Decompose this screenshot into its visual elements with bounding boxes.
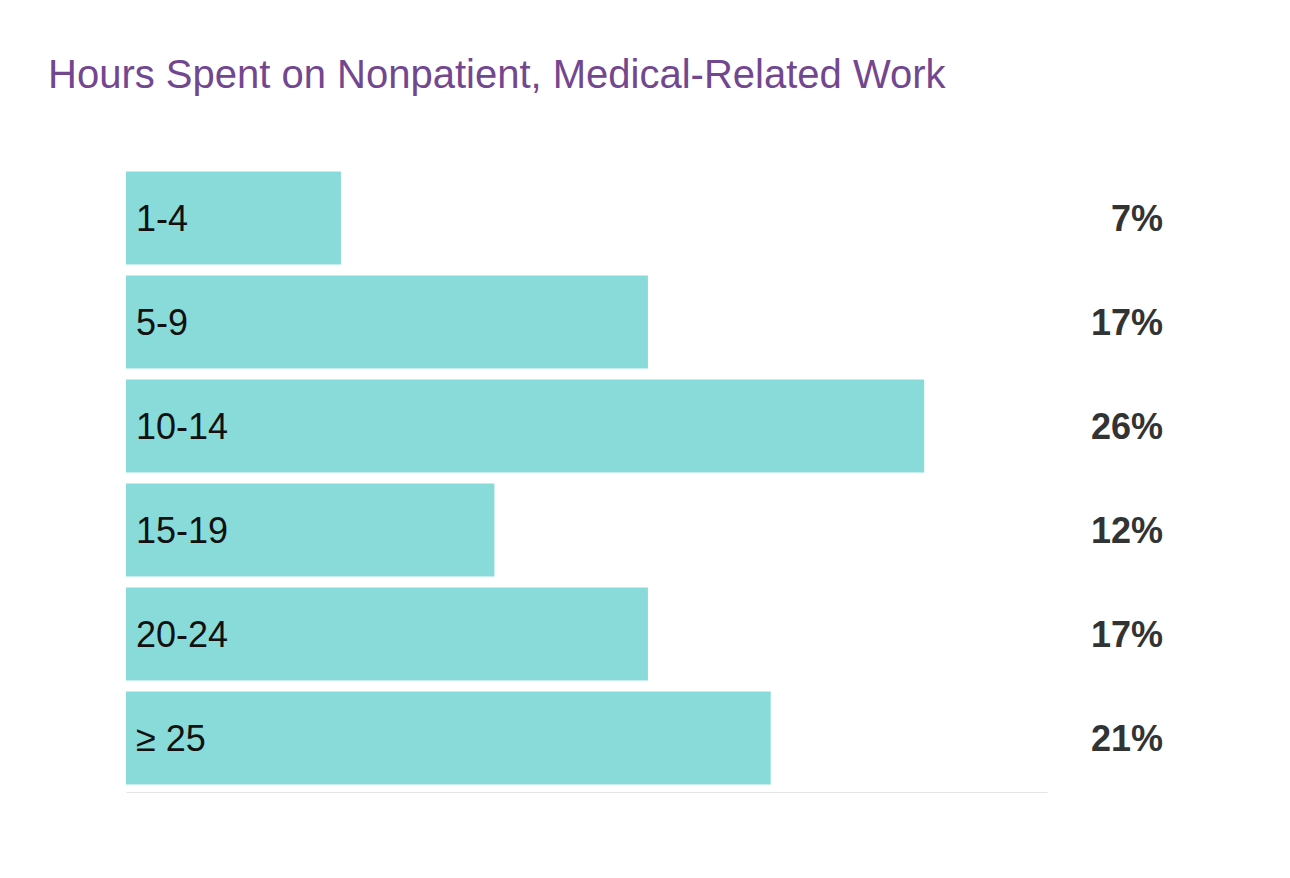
bar: [126, 380, 924, 473]
y-tick-label: 1-4: [136, 198, 188, 239]
title: Hours Spent on Nonpatient, Medical-Relat…: [48, 52, 947, 96]
y-tick-label: 10-14: [136, 406, 228, 447]
bar: [126, 692, 771, 785]
bar: [126, 276, 648, 369]
y-tick-label: ≥ 25: [136, 718, 206, 759]
data-label: 26%: [1091, 406, 1163, 447]
chart: Hours Spent on Nonpatient, Medical-Relat…: [0, 0, 1290, 878]
y-tick-label: 20-24: [136, 614, 228, 655]
y-tick: 20-24: [136, 614, 228, 655]
data-label: 17%: [1091, 614, 1163, 655]
x-axis-line: [127, 792, 1048, 793]
data-label: 21%: [1091, 718, 1163, 759]
data-label: 7%: [1111, 198, 1163, 239]
y-tick: 5-9: [136, 302, 188, 343]
y-tick: ≥ 25: [136, 718, 206, 759]
y-axis: 1-4 5-9 10-14 15-19 20-24 ≥ 25: [136, 198, 228, 759]
y-tick-label: 5-9: [136, 302, 188, 343]
data-label: 12%: [1091, 510, 1163, 551]
x-axis: [127, 792, 1048, 793]
y-tick: 10-14: [136, 406, 228, 447]
bars: [126, 172, 924, 785]
y-tick: 15-19: [136, 510, 228, 551]
bar: [126, 172, 341, 265]
y-tick: 1-4: [136, 198, 188, 239]
bar: [126, 484, 494, 577]
data-label: 17%: [1091, 302, 1163, 343]
data-labels: 7% 17% 26% 12% 17% 21%: [1091, 198, 1163, 759]
bar: [126, 588, 648, 681]
y-tick-label: 15-19: [136, 510, 228, 551]
